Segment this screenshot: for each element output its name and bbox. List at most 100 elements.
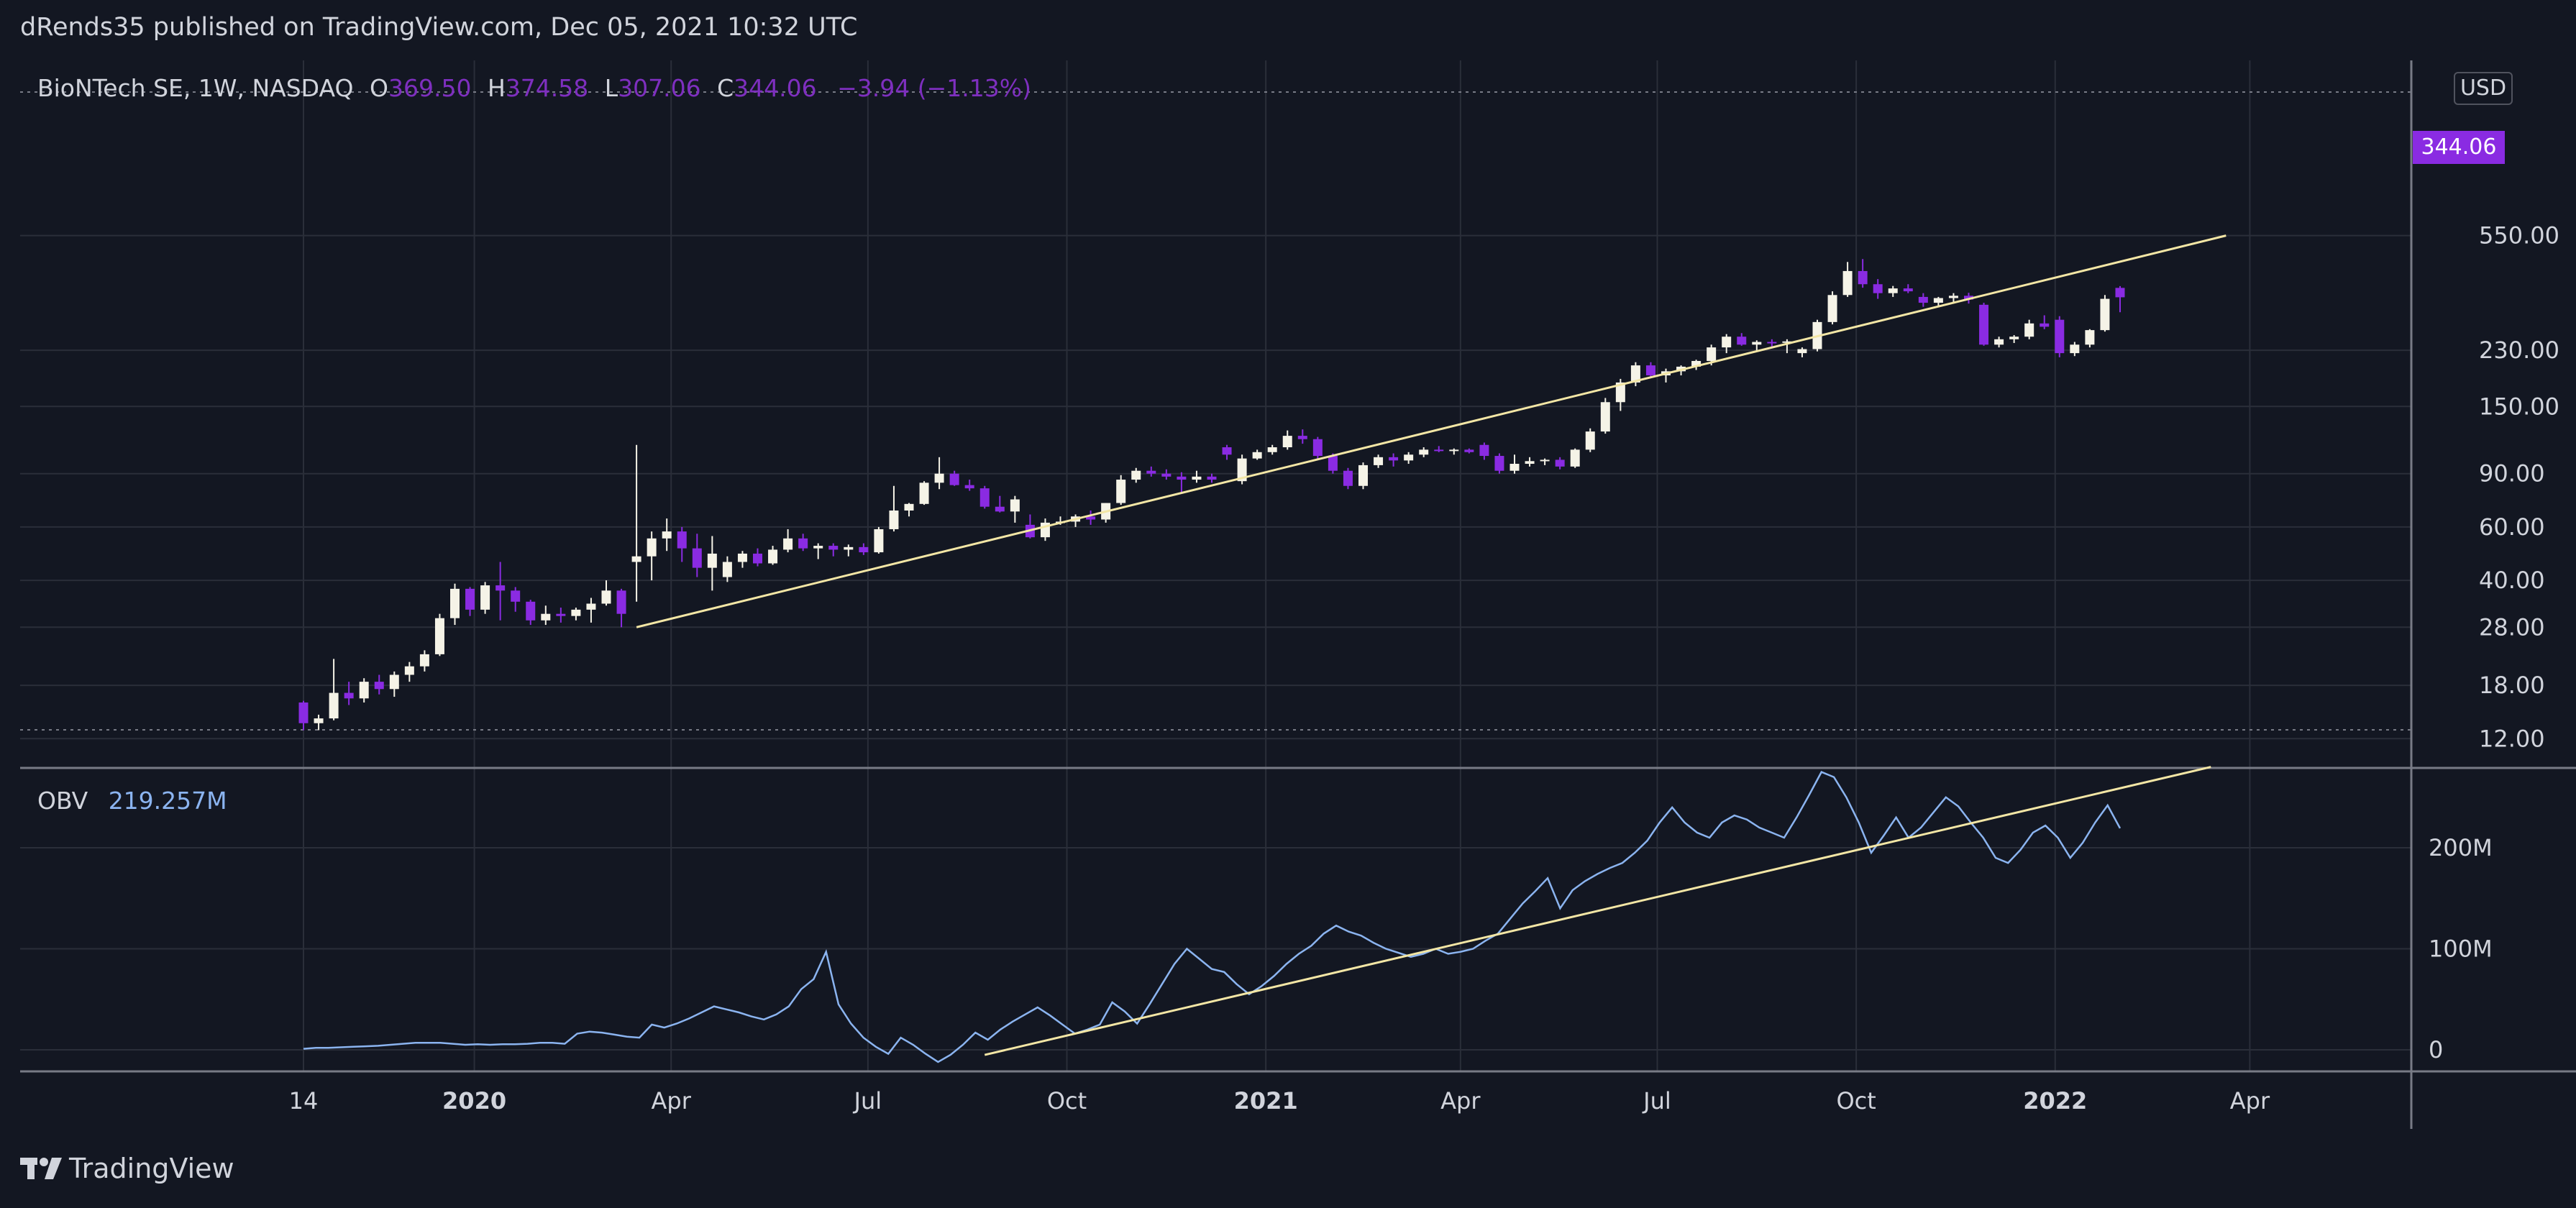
obv-value: 219.257M <box>108 787 227 815</box>
candle-body <box>1161 473 1171 477</box>
candle-body <box>2115 288 2125 298</box>
low-value: 307.06 <box>618 74 701 102</box>
candle-body <box>2024 323 2034 337</box>
candle-body <box>1964 296 1973 300</box>
candle-body <box>1933 298 1943 303</box>
candle-body <box>1767 342 1777 344</box>
candle-body <box>1540 459 1550 462</box>
candle-body <box>374 682 384 690</box>
obv-axis-label: 200M <box>2429 834 2493 861</box>
candle-body <box>389 674 399 690</box>
candle-body <box>556 613 566 616</box>
candle-body <box>904 503 914 511</box>
candle-body <box>480 585 490 610</box>
brand-name: TradingView <box>69 1153 234 1184</box>
time-axis-label: Apr <box>1440 1087 1481 1115</box>
time-axis-label: Oct <box>1047 1087 1087 1115</box>
price-axis-label: 150.00 <box>2479 393 2559 420</box>
candle-body <box>1570 449 1580 467</box>
candle-body <box>419 654 429 667</box>
candle-body <box>1207 476 1217 480</box>
time-axis-label: Oct <box>1836 1087 1876 1115</box>
time-axis-label: Apr <box>2230 1087 2270 1115</box>
candle-body <box>979 488 990 507</box>
candle-body <box>434 618 444 654</box>
candle-body <box>1509 464 1520 471</box>
price-axis-label: 28.00 <box>2479 613 2545 641</box>
close-value: 344.06 <box>734 74 817 102</box>
candle-body <box>495 585 506 591</box>
candle-body <box>1873 284 1883 293</box>
change-value: −3.94 (−1.13%) <box>837 74 1031 102</box>
candle-body <box>1267 447 1277 452</box>
candle-body <box>1389 457 1399 461</box>
candle-body <box>1464 449 1474 452</box>
candle-body <box>1494 456 1504 471</box>
candle-body <box>2009 337 2019 339</box>
candle-body <box>1752 342 1762 345</box>
candle-body <box>1419 449 1429 455</box>
price-axis-label: 90.00 <box>2479 460 2545 488</box>
candle-body <box>753 553 762 564</box>
candle-body <box>616 590 626 614</box>
candle-body <box>1600 402 1610 432</box>
time-axis-label: 2022 <box>2023 1087 2087 1115</box>
candle-body <box>737 553 747 562</box>
price-axis-label: 18.00 <box>2479 672 2545 699</box>
candle-body <box>631 556 641 562</box>
candle-body <box>783 538 793 550</box>
candle-body <box>1842 270 1853 296</box>
candle-body <box>1858 270 1868 285</box>
high-value: 374.58 <box>505 74 589 102</box>
candle-body <box>949 473 959 485</box>
candle-body <box>1479 444 1489 457</box>
candle-body <box>511 590 521 602</box>
candle-body <box>359 682 369 699</box>
obv-line <box>303 771 2121 1063</box>
candle-body <box>1192 476 1202 480</box>
candle-body <box>1282 436 1292 448</box>
candle-body <box>692 548 702 568</box>
candle-body <box>1237 458 1247 482</box>
obv-legend: OBV 219.257M <box>37 787 227 815</box>
candle-body <box>1555 459 1565 467</box>
close-label: C <box>717 74 734 102</box>
obv-axis-label: 100M <box>2429 935 2493 963</box>
candle-body <box>647 538 657 557</box>
candle-body <box>1630 365 1640 383</box>
low-label: L <box>604 74 618 102</box>
candle-body <box>1086 516 1096 520</box>
candle-body <box>1722 337 1732 348</box>
candle-body <box>1707 347 1717 361</box>
price-axis-label: 230.00 <box>2479 337 2559 364</box>
time-axis-label: 2020 <box>442 1087 506 1115</box>
time-axis-label: Apr <box>652 1087 692 1115</box>
time-axis-label: 2021 <box>1234 1087 1298 1115</box>
candle-body <box>298 702 309 723</box>
candle-body <box>1615 382 1625 403</box>
currency-badge[interactable]: USD <box>2454 72 2513 105</box>
price-trendline <box>636 234 2226 628</box>
candle-body <box>1903 288 1913 292</box>
price-axis-label: 60.00 <box>2479 513 2545 541</box>
candle-body <box>1146 470 1156 474</box>
candle-body <box>677 531 687 549</box>
price-axis-label: 12.00 <box>2479 725 2545 752</box>
candle-body <box>329 692 339 719</box>
candle-body <box>344 692 354 699</box>
candle-body <box>1343 470 1353 486</box>
candle-body <box>2100 298 2110 331</box>
candle-body <box>889 510 899 529</box>
open-label: O <box>369 74 388 102</box>
candle-body <box>1888 288 1898 293</box>
candle-body <box>1979 304 1989 345</box>
candle-body <box>2040 323 2050 327</box>
candle-body <box>1131 470 1141 480</box>
candle-body <box>964 485 974 489</box>
time-axis-label: Jul <box>853 1087 882 1115</box>
candle-body <box>1449 449 1459 452</box>
candle-body <box>1177 476 1187 480</box>
candle-body <box>2085 330 2095 345</box>
candle-body <box>465 588 475 610</box>
